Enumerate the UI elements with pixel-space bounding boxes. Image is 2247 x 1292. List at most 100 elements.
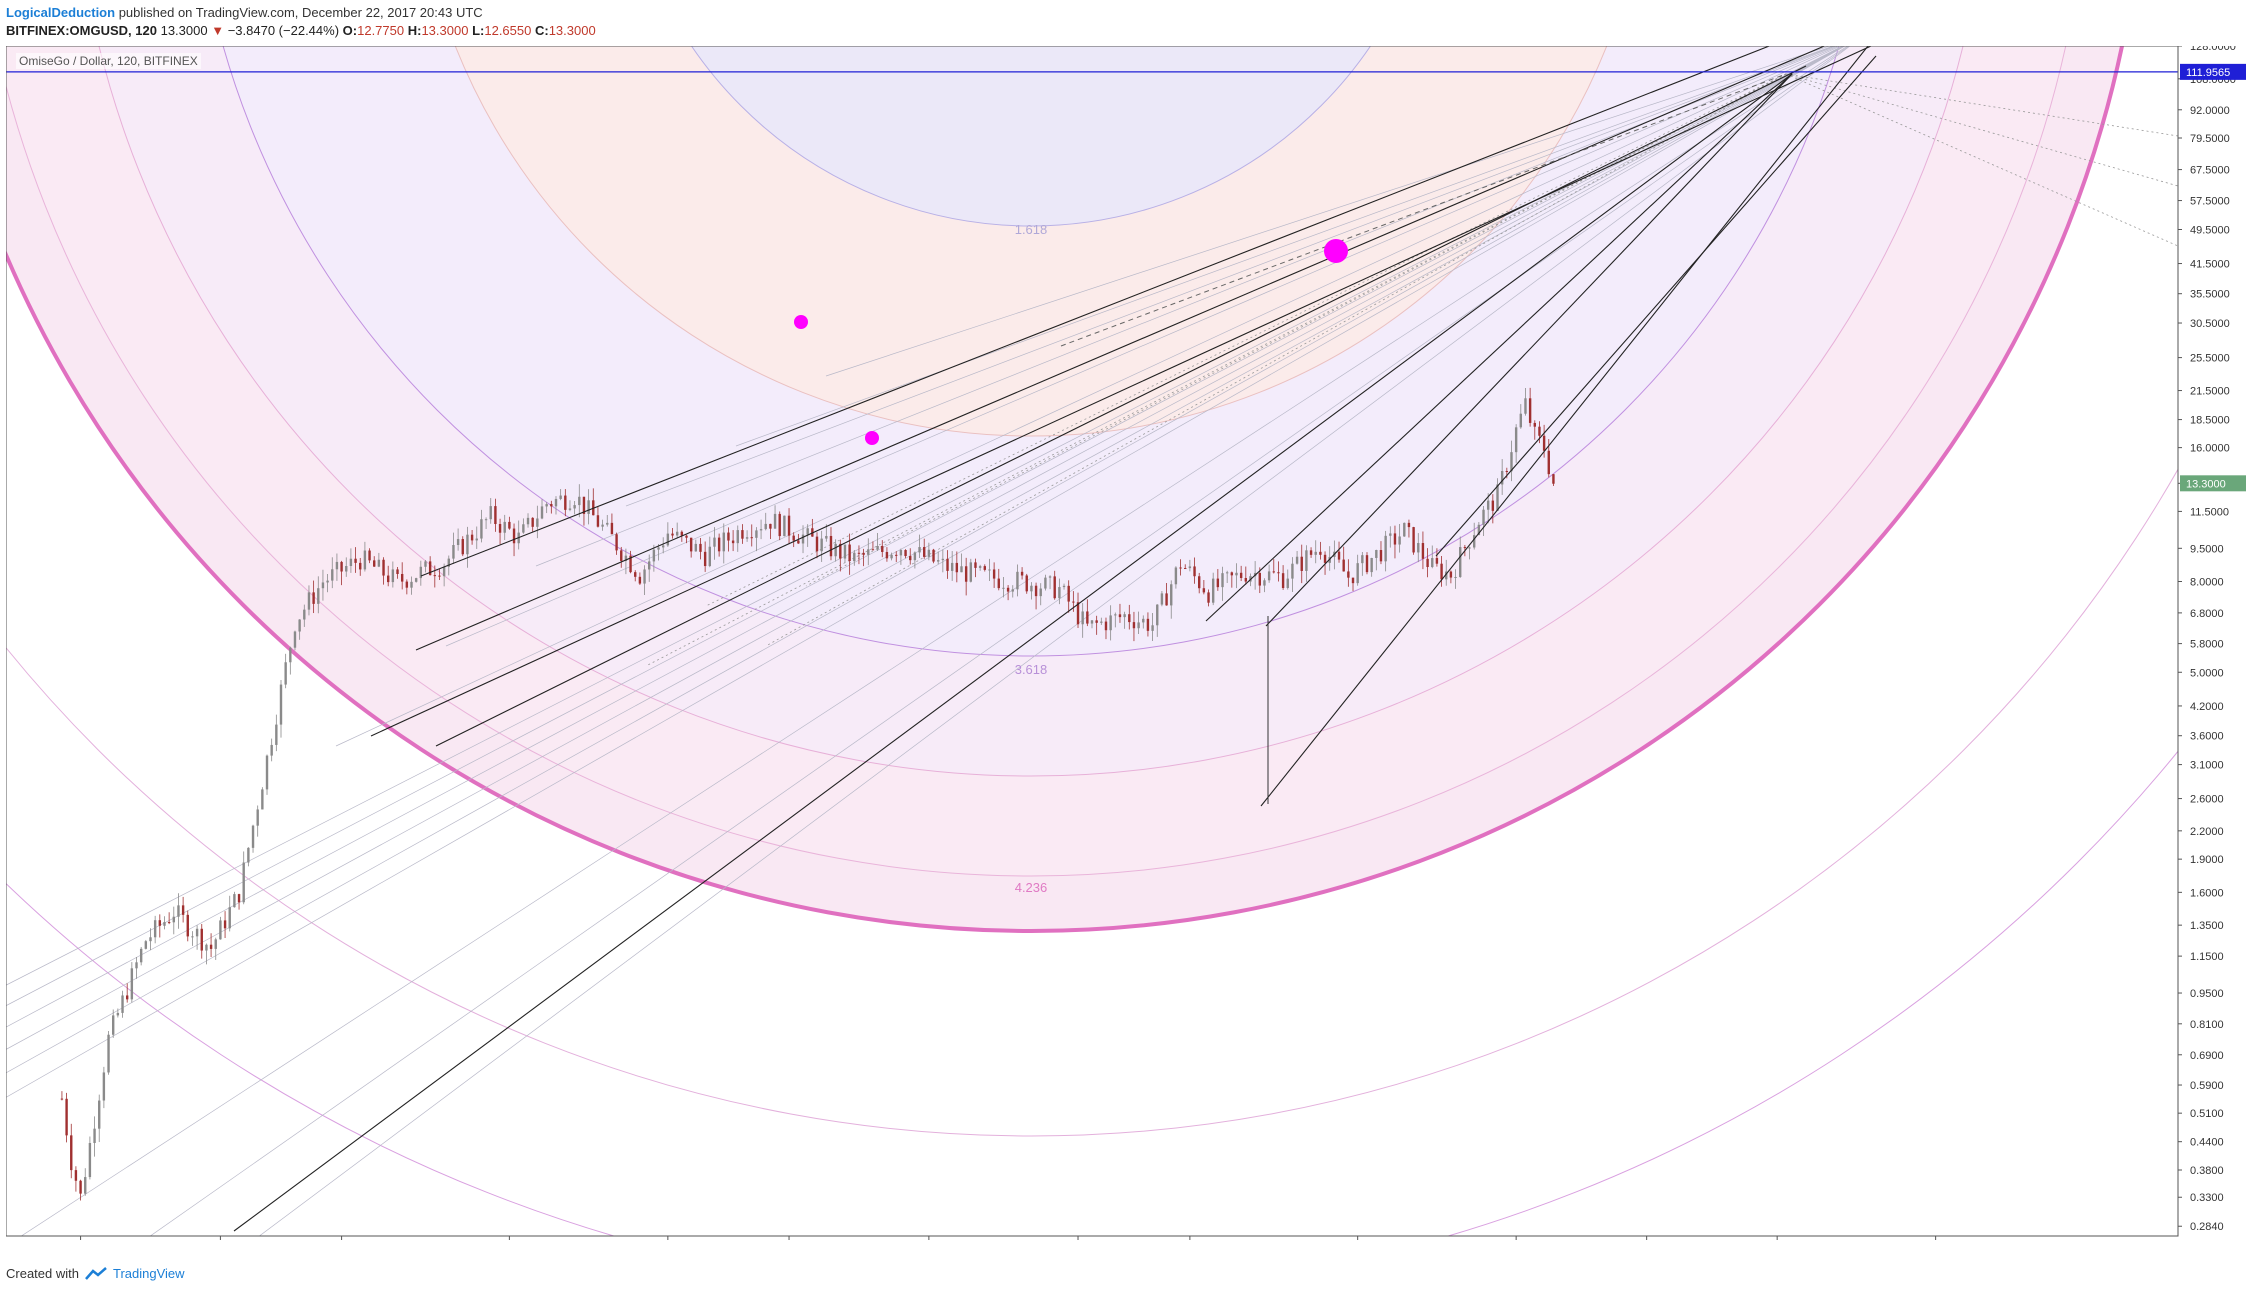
candle-body [1295, 556, 1299, 564]
candle-body [1160, 593, 1164, 605]
candle-body [1389, 533, 1392, 536]
trend-line[interactable] [420, 46, 1871, 577]
candle-body [1454, 576, 1457, 578]
candle-body [265, 755, 269, 790]
y-tick-label: 2.6000 [2190, 794, 2224, 806]
candle-body [862, 552, 865, 555]
close-value: 13.3000 [548, 23, 596, 38]
candle-body [84, 1177, 87, 1194]
candle-body [1137, 622, 1140, 629]
candle-body [988, 569, 991, 571]
candle-body [582, 496, 586, 514]
candle-body [815, 536, 819, 552]
candle-body [1445, 571, 1448, 580]
candle-body [1006, 587, 1010, 592]
candle-body [1025, 575, 1028, 592]
candle-body [1524, 398, 1527, 414]
trend-line[interactable] [1205, 73, 1793, 622]
candle-body [783, 515, 786, 537]
fan-line-thin [149, 46, 1850, 1236]
tradingview-brand[interactable]: TradingView [112, 1266, 185, 1281]
low-value: 12.6550 [484, 23, 532, 38]
y-tick-label: 0.2840 [2190, 1221, 2224, 1233]
candle-body [466, 534, 469, 555]
candle-body [773, 513, 777, 529]
fib-ring-4236 [6, 46, 2067, 877]
marker-dot[interactable] [1324, 239, 1348, 263]
candle-body [396, 569, 399, 574]
fib-ring-2618-fill [455, 46, 1607, 436]
candle-body [755, 530, 758, 538]
high-value: 13.3000 [421, 23, 469, 38]
trend-line[interactable] [1265, 73, 1793, 627]
candle-body [615, 534, 618, 551]
candle-body [93, 1128, 96, 1143]
author-link[interactable]: LogicalDeduction [6, 5, 116, 20]
candle-body [1067, 585, 1070, 602]
candle-body [270, 744, 273, 756]
candle-body [559, 495, 562, 499]
marker-dot[interactable] [865, 431, 879, 445]
candle-body [1151, 625, 1154, 631]
trend-line[interactable] [370, 46, 1872, 737]
candle-body [317, 588, 320, 604]
candle-body [1146, 618, 1150, 631]
hline-price-tag-bg [2180, 63, 2246, 80]
candle-body [1267, 571, 1271, 581]
candle-body [419, 566, 423, 579]
candle-body [759, 529, 763, 531]
y-tick-label: 6.8000 [2190, 608, 2224, 620]
candle-body [1156, 604, 1159, 626]
candle-body [1337, 551, 1341, 560]
candle-body [456, 539, 460, 546]
trend-line[interactable] [233, 73, 1793, 1232]
trend-line[interactable] [1260, 46, 1876, 807]
candle-body [424, 561, 427, 567]
y-tick-label: 11.5000 [2190, 506, 2229, 518]
candle-body [116, 1012, 120, 1016]
candle-body [1239, 572, 1243, 578]
marker-dot[interactable] [794, 315, 808, 329]
candle-body [969, 562, 973, 582]
candle-body [955, 562, 959, 573]
candle-body [923, 547, 926, 557]
trend-line-dashed[interactable] [1060, 73, 1787, 347]
candle-body [1058, 587, 1061, 599]
candle-body [503, 521, 506, 533]
candle-body [368, 550, 371, 561]
candle-body [792, 535, 795, 541]
candle-body [638, 576, 642, 584]
candle-body [974, 562, 977, 568]
candle-body [1533, 422, 1536, 427]
fan-line-thin [625, 46, 1836, 507]
candle-body [1305, 550, 1308, 571]
trend-line[interactable] [435, 65, 1807, 747]
candle-body [1370, 557, 1373, 573]
footer: Created with TradingView [6, 1266, 185, 1281]
trend-line[interactable] [415, 46, 1871, 651]
candle-body [1538, 426, 1541, 436]
y-tick-label: 67.5000 [2190, 165, 2230, 177]
plot-border [5, 45, 2179, 1237]
candle-body [275, 724, 278, 745]
candle-body [340, 561, 343, 572]
y-tick-label: 0.4400 [2190, 1137, 2224, 1149]
candle-body [391, 569, 395, 583]
candle-body [1384, 535, 1387, 562]
published-text: published on TradingView.com, December 2… [118, 5, 483, 20]
candle-body [1090, 620, 1094, 624]
trend-line[interactable] [1435, 55, 1877, 557]
candle-body [153, 920, 157, 938]
candle-body [946, 558, 949, 571]
fan-line-thin [445, 46, 1840, 647]
fib-ring-outer [6, 46, 2124, 933]
fib-circle-strokes [6, 46, 2178, 1236]
y-tick-label: 0.9500 [2190, 988, 2224, 1000]
candle-body [1477, 524, 1481, 536]
candle-body [1114, 614, 1117, 616]
candle-body [918, 547, 921, 553]
candle-body [848, 544, 851, 562]
y-tick-label: 18.5000 [2190, 415, 2230, 427]
